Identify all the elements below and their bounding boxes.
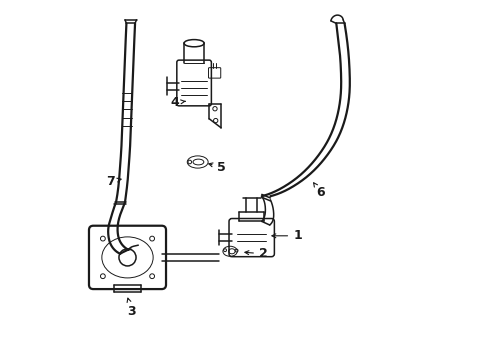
Text: 6: 6 (313, 183, 325, 199)
Text: 2: 2 (244, 247, 267, 260)
Text: 5: 5 (208, 161, 226, 174)
Text: 1: 1 (271, 229, 301, 242)
Text: 7: 7 (106, 175, 121, 188)
Text: 3: 3 (127, 298, 136, 318)
Text: 4: 4 (170, 96, 185, 109)
